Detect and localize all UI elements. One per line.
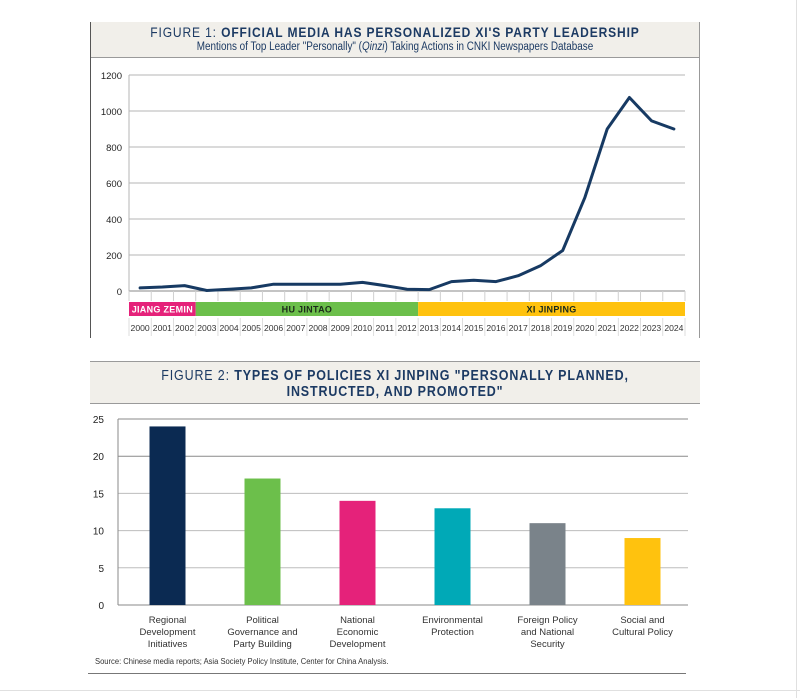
bar xyxy=(624,538,661,605)
subtitle-em: Qinzi xyxy=(361,41,385,53)
bar xyxy=(149,426,186,605)
x-tick-label: 2003 xyxy=(197,323,216,333)
figure2-header: FIGURE 2: TYPES OF POLICIES XI JINPING "… xyxy=(90,361,700,404)
y-tick-label: 0 xyxy=(117,287,122,298)
y-tick-label: 800 xyxy=(106,143,122,154)
x-tick-label: 2017 xyxy=(509,323,528,333)
x-tick-label: Governance and xyxy=(227,627,297,638)
figure1-frame xyxy=(90,22,700,338)
x-tick-label: 2013 xyxy=(420,323,439,333)
bar xyxy=(339,500,376,605)
x-tick-label: 2010 xyxy=(353,323,372,333)
y-tick-label: 400 xyxy=(106,215,122,226)
figure2-title-line2: INSTRUCTED, AND PROMOTED" xyxy=(286,384,504,400)
x-tick-label: 2006 xyxy=(264,323,283,333)
x-tick-label: Development xyxy=(140,627,196,638)
x-tick-label: 2009 xyxy=(331,323,350,333)
x-tick-label: Political xyxy=(246,615,279,626)
x-tick-label: Party Building xyxy=(233,639,292,650)
y-tick-label: 25 xyxy=(93,415,105,426)
x-tick-label: 2021 xyxy=(598,323,617,333)
x-tick-label: Environmental xyxy=(422,615,483,626)
x-tick-label: Protection xyxy=(431,627,474,638)
y-tick-label: 0 xyxy=(98,601,104,612)
y-tick-label: 200 xyxy=(106,251,122,262)
era-band xyxy=(418,302,685,316)
x-tick-label: 2024 xyxy=(664,323,683,333)
x-tick-label: 2019 xyxy=(553,323,572,333)
x-tick-label: 2002 xyxy=(175,323,194,333)
y-tick-label: 1200 xyxy=(101,71,122,82)
x-tick-label: Development xyxy=(330,639,386,650)
era-band xyxy=(195,302,419,316)
x-tick-label: 2011 xyxy=(376,323,395,333)
y-tick-label: 1000 xyxy=(101,107,122,118)
source-rule xyxy=(88,673,686,674)
figure1-label: FIGURE 1: xyxy=(150,24,222,40)
x-tick-label: Cultural Policy xyxy=(612,627,673,638)
y-tick-label: 600 xyxy=(106,179,122,190)
x-tick-label: National xyxy=(340,615,375,626)
x-tick-label: Economic xyxy=(337,627,379,638)
x-tick-label: 2012 xyxy=(397,323,416,333)
x-tick-label: 2022 xyxy=(620,323,639,333)
era-band xyxy=(129,302,196,316)
x-tick-label: 2023 xyxy=(642,323,661,333)
x-tick-label: 2005 xyxy=(242,323,261,333)
figure1-header: FIGURE 1: OFFICIAL MEDIA HAS PERSONALIZE… xyxy=(91,22,699,58)
page-right-border xyxy=(796,0,797,698)
subtitle-pre: Mentions of Top Leader "Personally" ( xyxy=(196,41,362,53)
x-tick-label: 2004 xyxy=(220,323,239,333)
bar xyxy=(529,523,566,605)
y-tick-label: 20 xyxy=(93,452,105,463)
line-chart: 0 200 400 600 800 1000 1200 JIANG ZEMIN HU JINTA… xyxy=(101,71,686,336)
y-tick-label: 15 xyxy=(93,489,105,500)
x-tick-label: Social and xyxy=(620,615,664,626)
y-tick-label: 5 xyxy=(98,564,104,575)
figure2-label: FIGURE 2: xyxy=(161,368,235,384)
figure1-subtitle: Mentions of Top Leader "Personally" (Qin… xyxy=(134,40,657,54)
x-tick-label: 2016 xyxy=(486,323,505,333)
era-label: HU JINTAO xyxy=(282,305,333,315)
era-label: XI JINPING xyxy=(527,305,577,315)
bar xyxy=(244,478,281,605)
bar xyxy=(434,508,471,605)
x-tick-label: 2000 xyxy=(131,323,150,333)
x-tick-label: and National xyxy=(521,627,574,638)
era-label: JIANG ZEMIN xyxy=(132,305,193,315)
x-tick-label: 2015 xyxy=(464,323,483,333)
figure1-title: FIGURE 1: OFFICIAL MEDIA HAS PERSONALIZE… xyxy=(134,22,657,40)
figure1-title-text: OFFICIAL MEDIA HAS PERSONALIZED XI'S PAR… xyxy=(221,24,640,40)
source-note: Source: Chinese media reports; Asia Soci… xyxy=(95,657,389,666)
x-tick-label: 2020 xyxy=(575,323,594,333)
page-bottom-border xyxy=(0,690,800,691)
x-tick-label: Security xyxy=(530,639,565,650)
figure2-title: FIGURE 2: TYPES OF POLICIES XI JINPING "… xyxy=(133,362,658,400)
x-tick-label: 2001 xyxy=(153,323,172,333)
x-tick-label: Foreign Policy xyxy=(517,615,577,626)
figure2-title-line1: TYPES OF POLICIES XI JINPING "PERSONALLY… xyxy=(234,368,629,384)
x-tick-label: Initiatives xyxy=(148,639,188,650)
y-tick-label: 10 xyxy=(93,527,105,538)
subtitle-post: ) Taking Actions in CNKI Newspapers Data… xyxy=(384,41,594,53)
x-tick-label: 2014 xyxy=(442,323,461,333)
x-tick-label: Regional xyxy=(149,615,187,626)
x-tick-label: 2008 xyxy=(308,323,327,333)
x-tick-label: 2018 xyxy=(531,323,550,333)
x-tick-label: 2007 xyxy=(286,323,305,333)
